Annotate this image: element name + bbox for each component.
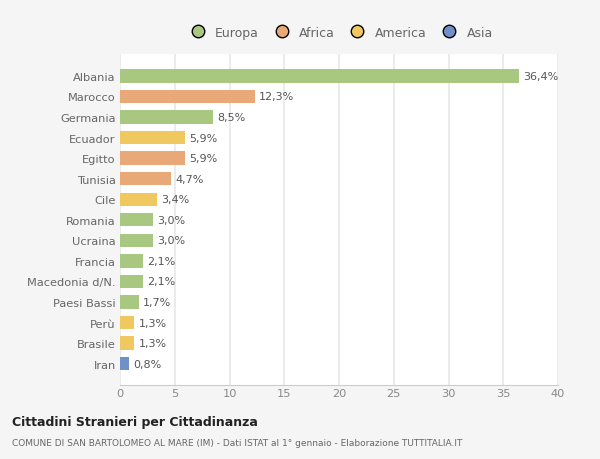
Bar: [120, 132, 185, 145]
Bar: [120, 193, 157, 207]
Text: 36,4%: 36,4%: [523, 72, 558, 82]
Bar: [120, 70, 518, 84]
Text: 4,7%: 4,7%: [176, 174, 204, 185]
Text: 1,3%: 1,3%: [139, 338, 167, 348]
Text: 12,3%: 12,3%: [259, 92, 295, 102]
Text: 2,1%: 2,1%: [148, 277, 176, 287]
Text: 5,9%: 5,9%: [189, 154, 217, 164]
Bar: [120, 255, 143, 268]
Bar: [120, 275, 143, 289]
Bar: [120, 213, 153, 227]
Text: 8,5%: 8,5%: [217, 113, 246, 123]
Bar: [120, 234, 153, 247]
Text: 3,4%: 3,4%: [161, 195, 190, 205]
Text: 0,8%: 0,8%: [133, 359, 161, 369]
Text: 3,0%: 3,0%: [157, 236, 185, 246]
Text: Cittadini Stranieri per Cittadinanza: Cittadini Stranieri per Cittadinanza: [12, 415, 258, 428]
Text: COMUNE DI SAN BARTOLOMEO AL MARE (IM) - Dati ISTAT al 1° gennaio - Elaborazione : COMUNE DI SAN BARTOLOMEO AL MARE (IM) - …: [12, 438, 463, 448]
Bar: [120, 316, 134, 330]
Text: 5,9%: 5,9%: [189, 133, 217, 143]
Bar: [120, 296, 139, 309]
Bar: [120, 357, 129, 370]
Bar: [120, 90, 254, 104]
Text: 1,3%: 1,3%: [139, 318, 167, 328]
Legend: Europa, Africa, America, Asia: Europa, Africa, America, Asia: [180, 22, 498, 45]
Text: 1,7%: 1,7%: [143, 297, 171, 308]
Bar: [120, 152, 185, 165]
Text: 3,0%: 3,0%: [157, 215, 185, 225]
Bar: [120, 111, 213, 124]
Bar: [120, 337, 134, 350]
Text: 2,1%: 2,1%: [148, 256, 176, 266]
Bar: [120, 173, 172, 186]
